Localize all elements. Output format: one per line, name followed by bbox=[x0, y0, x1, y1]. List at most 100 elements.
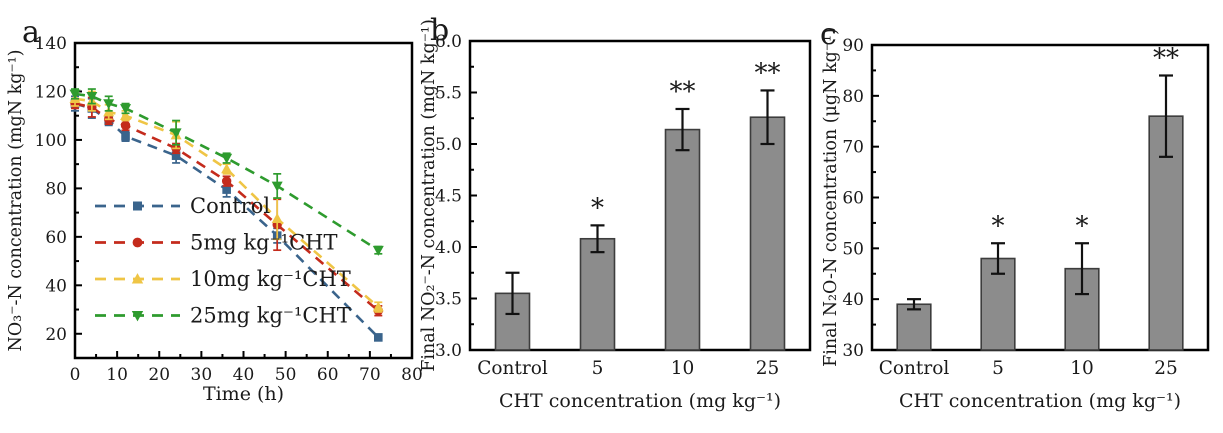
legend-entry: 10mg kg⁻¹CHT bbox=[95, 267, 351, 291]
category-label: 5 bbox=[592, 358, 604, 379]
y-tick-label: 60 bbox=[842, 189, 864, 209]
legend-label: Control bbox=[190, 194, 270, 218]
y-tick-label: 140 bbox=[35, 34, 67, 54]
x-axis-label: Time (h) bbox=[203, 383, 284, 405]
x-tick-label: 70 bbox=[359, 365, 381, 385]
triangle-down-marker bbox=[86, 92, 98, 103]
y-tick-label: 40 bbox=[45, 276, 67, 296]
significance-mark: ** bbox=[1153, 44, 1179, 74]
x-tick-label: 80 bbox=[401, 365, 423, 385]
triangle-down-marker bbox=[120, 104, 132, 115]
triangle-down-marker bbox=[271, 181, 283, 192]
significance-mark: * bbox=[1076, 211, 1089, 241]
bar-25: ** bbox=[749, 58, 786, 351]
category-label: Control bbox=[477, 358, 548, 379]
x-tick-label: 60 bbox=[317, 365, 339, 385]
triangle-up-marker bbox=[372, 301, 384, 312]
significance-mark: ** bbox=[755, 58, 781, 88]
y-axis-label: NO₃⁻-N concentration (mgN kg⁻¹) bbox=[6, 50, 26, 352]
y-tick-label: 120 bbox=[35, 82, 67, 102]
y-tick-label: 6.0 bbox=[435, 32, 462, 52]
x-tick-label: 0 bbox=[70, 365, 81, 385]
y-tick-label: 4.5 bbox=[435, 187, 462, 207]
legend-label: 25mg kg⁻¹CHT bbox=[190, 304, 351, 328]
bar-control bbox=[494, 271, 531, 351]
square-marker bbox=[222, 185, 231, 194]
triangle-down-marker bbox=[221, 153, 233, 164]
significance-mark: ** bbox=[670, 77, 696, 107]
x-tick-label: 50 bbox=[275, 365, 297, 385]
bar-5: * bbox=[980, 211, 1016, 351]
x-axis: 0 10 20 30 40 50 60 70 80 bbox=[70, 351, 423, 385]
series-line bbox=[74, 102, 380, 339]
triangle-up-marker bbox=[131, 273, 144, 284]
square-marker bbox=[121, 131, 130, 141]
bar-control bbox=[896, 298, 932, 351]
bar-rect bbox=[664, 128, 701, 351]
category-label: 10 bbox=[671, 358, 695, 379]
legend-entry: 5mg kg⁻¹CHT bbox=[95, 231, 337, 255]
x-tick-label: 10 bbox=[106, 365, 128, 385]
panel-letter: c bbox=[820, 17, 837, 52]
triangle-down-marker bbox=[372, 245, 384, 256]
y-tick-label: 60 bbox=[45, 228, 67, 248]
triangle-down-marker bbox=[170, 128, 182, 139]
legend-entry: Control bbox=[95, 194, 270, 218]
y-axis-label: Final N₂O-N concentration (μgN kg⁻¹) bbox=[821, 28, 841, 367]
category-label: 25 bbox=[756, 358, 780, 379]
triangle-down-marker bbox=[103, 99, 115, 110]
bar-5: * bbox=[579, 193, 616, 351]
square-marker bbox=[171, 151, 181, 160]
triangle-up-marker bbox=[271, 212, 283, 223]
legend-entry: 25mg kg⁻¹CHT bbox=[95, 304, 351, 328]
y-tick-label: 80 bbox=[842, 87, 864, 107]
y-tick-label: 50 bbox=[842, 239, 864, 259]
series-line bbox=[74, 92, 379, 252]
y-tick-label: 5.0 bbox=[435, 135, 462, 155]
x-axis: Control 5 10 25 bbox=[477, 343, 779, 379]
x-axis-label: CHT concentration (mg kg⁻¹) bbox=[499, 390, 781, 412]
y-tick-label: 90 bbox=[842, 36, 864, 56]
category-label: 25 bbox=[1154, 358, 1178, 379]
x-axis-label: CHT concentration (mg kg⁻¹) bbox=[899, 390, 1181, 412]
x-tick-label: 20 bbox=[148, 365, 170, 385]
triangle-down-marker bbox=[131, 311, 144, 322]
panel-letter: b bbox=[430, 13, 449, 48]
significance-mark: * bbox=[992, 211, 1005, 241]
y-tick-label: 3.0 bbox=[435, 341, 462, 361]
square-marker bbox=[133, 201, 142, 211]
y-tick-label: 20 bbox=[45, 325, 67, 345]
bar-rect bbox=[579, 237, 616, 351]
legend-label: 10mg kg⁻¹CHT bbox=[190, 267, 351, 291]
panel-letter: a bbox=[22, 15, 40, 50]
x-tick-label: 40 bbox=[233, 365, 255, 385]
y-tick-label: 40 bbox=[842, 290, 864, 310]
significance-mark: * bbox=[591, 193, 604, 223]
circle-marker bbox=[120, 120, 131, 131]
square-marker bbox=[374, 333, 383, 342]
panel-a: 0 10 20 30 40 50 60 70 80 20 40 60 80 100 120 140 NO₃⁻-N… bbox=[6, 15, 423, 405]
series-25mg-kg⁻¹cht bbox=[69, 88, 384, 256]
y-axis-label: Final NO₂⁻-N concentration (mgN kg⁻¹) bbox=[419, 19, 439, 372]
y-axis: 20 40 60 80 100 120 140 bbox=[35, 34, 82, 359]
y-tick-label: 3.5 bbox=[435, 290, 462, 310]
bar-rect bbox=[494, 292, 531, 351]
y-axis: 30 40 50 60 70 80 90 bbox=[842, 36, 879, 361]
bar-rect bbox=[896, 303, 932, 351]
y-tick-label: 70 bbox=[842, 138, 864, 158]
category-label: Control bbox=[879, 358, 950, 379]
x-tick-label: 30 bbox=[191, 365, 213, 385]
category-label: 5 bbox=[992, 358, 1004, 379]
triangle-down-marker bbox=[69, 89, 81, 100]
circle-marker bbox=[132, 237, 143, 248]
bar-10: * bbox=[1064, 211, 1100, 351]
y-tick-label: 30 bbox=[842, 341, 864, 361]
y-tick-label: 5.5 bbox=[435, 84, 462, 104]
legend-label: 5mg kg⁻¹CHT bbox=[190, 231, 337, 255]
y-tick-label: 100 bbox=[35, 131, 67, 151]
y-axis: 3.0 3.5 4.0 4.5 5.0 5.5 6.0 bbox=[435, 32, 477, 361]
